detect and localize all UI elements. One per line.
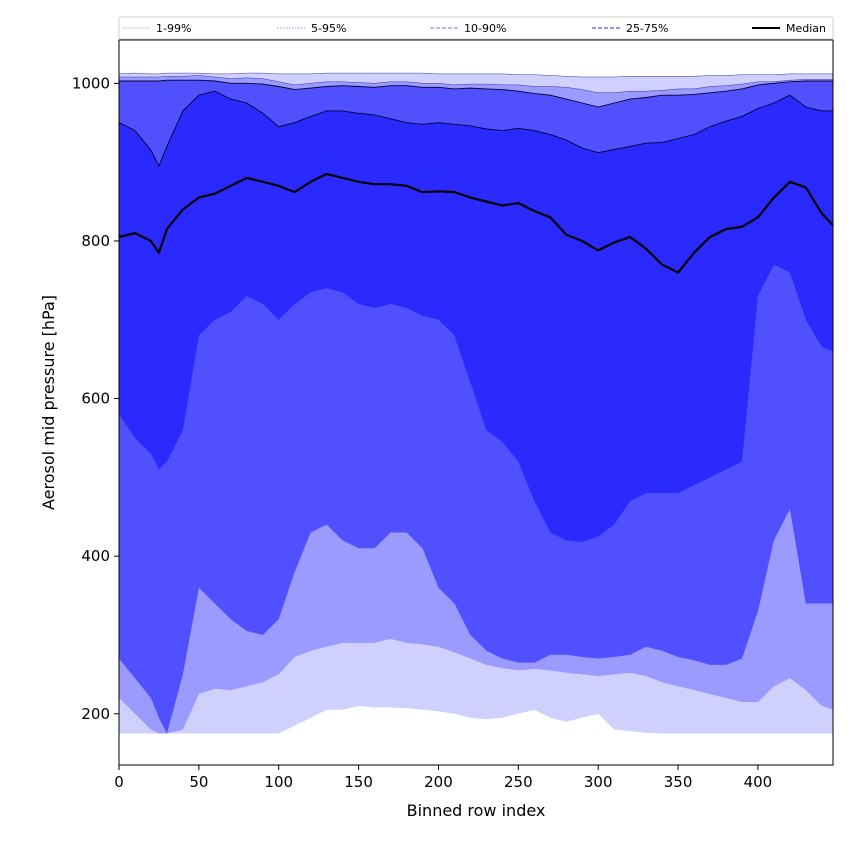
band-edge-1-99pct	[118, 72, 833, 78]
x-axis: 0 50 100 150 200 250 300 350 400	[114, 765, 772, 791]
legend-box	[118, 16, 834, 40]
band-edge-5-95pct	[119, 75, 833, 94]
y-tick-label: 200	[81, 705, 110, 723]
x-tick-label: 200	[424, 773, 453, 791]
y-tick-label: 600	[81, 390, 110, 408]
median-layer	[118, 172, 834, 274]
legend-item-5-95pct: 5-95%	[277, 22, 346, 35]
y-tick-label: 1000	[72, 74, 110, 92]
y-axis: 200 400 600 800 1000	[72, 74, 119, 723]
plot-area	[118, 39, 834, 766]
legend-item-1-99pct: 1-99%	[122, 22, 191, 35]
median-line	[118, 172, 834, 274]
legend-label: Median	[786, 22, 826, 35]
y-tick-label: 400	[81, 547, 110, 565]
y-axis-label: Aerosol mid pressure [hPa]	[39, 295, 58, 510]
y-tick-label: 800	[81, 232, 110, 250]
x-tick-label: 0	[114, 773, 124, 791]
x-tick-label: 100	[264, 773, 293, 791]
x-tick-label: 250	[504, 773, 533, 791]
x-tick-label: 150	[344, 773, 373, 791]
legend-item-10-90pct: 10-90%	[430, 22, 506, 35]
band-edge-10-90pct	[119, 79, 833, 108]
plot-frame	[118, 39, 834, 766]
band-25-75pct	[119, 91, 833, 542]
x-tick-label: 350	[664, 773, 693, 791]
x-axis-label: Binned row index	[407, 801, 546, 820]
legend-label: 10-90%	[464, 22, 506, 35]
x-tick-label: 300	[584, 773, 613, 791]
legend-label: 1-99%	[156, 22, 191, 35]
legend-item-Median: Median	[752, 22, 826, 35]
x-tick-label: 400	[744, 773, 773, 791]
x-tick-label: 50	[189, 773, 208, 791]
legend-label: 5-95%	[311, 22, 346, 35]
percentile-bands	[118, 72, 833, 734]
legend-item-25-75pct: 25-75%	[592, 22, 668, 35]
legend: 1-99% 5-95% 10-90% 25-75% Median	[118, 16, 834, 40]
legend-label: 25-75%	[626, 22, 668, 35]
band-edge-25-75pct	[118, 90, 833, 168]
